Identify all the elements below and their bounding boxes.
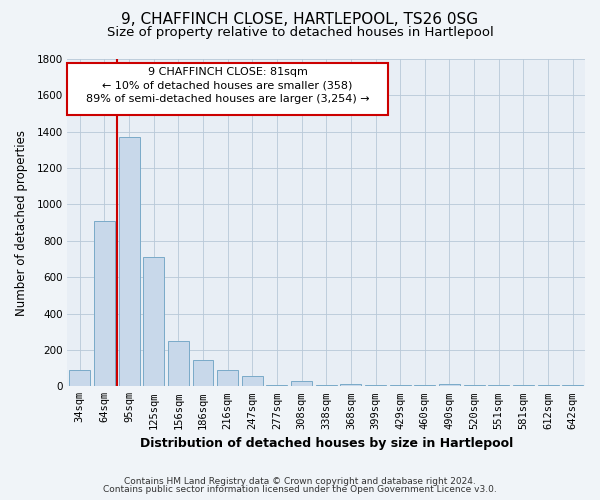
Bar (291, 381, 312, 386)
Bar (168, 341, 189, 386)
Bar (340, 384, 361, 386)
FancyBboxPatch shape (67, 62, 388, 116)
Y-axis label: Number of detached properties: Number of detached properties (15, 130, 28, 316)
Text: Contains HM Land Registry data © Crown copyright and database right 2024.: Contains HM Land Registry data © Crown c… (124, 477, 476, 486)
Text: ← 10% of detached houses are smaller (358): ← 10% of detached houses are smaller (35… (103, 81, 353, 91)
Bar (439, 384, 460, 386)
Text: Contains public sector information licensed under the Open Government Licence v3: Contains public sector information licen… (103, 485, 497, 494)
Text: 9, CHAFFINCH CLOSE, HARTLEPOOL, TS26 0SG: 9, CHAFFINCH CLOSE, HARTLEPOOL, TS26 0SG (121, 12, 479, 28)
Bar (119, 137, 140, 386)
Text: 9 CHAFFINCH CLOSE: 81sqm: 9 CHAFFINCH CLOSE: 81sqm (148, 67, 308, 77)
Bar (242, 376, 263, 386)
X-axis label: Distribution of detached houses by size in Hartlepool: Distribution of detached houses by size … (140, 437, 513, 450)
Text: Size of property relative to detached houses in Hartlepool: Size of property relative to detached ho… (107, 26, 493, 39)
Bar (69, 370, 90, 386)
Bar (94, 221, 115, 386)
Bar (193, 360, 214, 386)
Text: 89% of semi-detached houses are larger (3,254) →: 89% of semi-detached houses are larger (… (86, 94, 370, 104)
Bar (143, 257, 164, 386)
Bar (217, 370, 238, 386)
